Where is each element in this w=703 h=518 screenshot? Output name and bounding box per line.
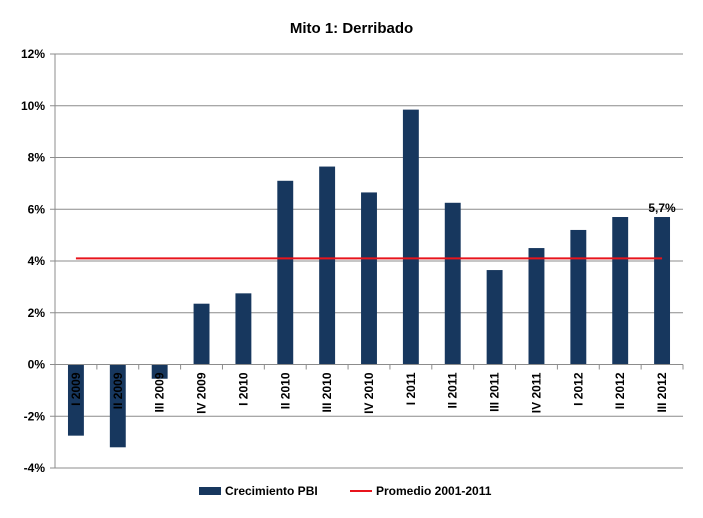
- y-tick-label: -4%: [24, 461, 46, 475]
- bar-iii-2010: [319, 166, 336, 365]
- y-tick-label: 2%: [28, 306, 46, 320]
- x-tick-label: II 2010: [278, 372, 292, 409]
- x-tick-label: II 2009: [111, 372, 125, 409]
- x-tick-label: III 2009: [153, 372, 167, 412]
- legend-item-line: Promedio 2001-2011: [350, 484, 491, 498]
- bar-iv-2011: [528, 248, 545, 365]
- chart-title: Mito 1: Derribado: [289, 20, 414, 37]
- bar-ii-2009: [109, 364, 126, 448]
- x-tick-label: I 2011: [404, 372, 418, 405]
- x-tick-label: III 2011: [488, 372, 502, 412]
- bar-i-2012: [570, 229, 587, 365]
- axes: [50, 53, 684, 469]
- legend-label-line: Promedio 2001-2011: [376, 484, 492, 498]
- data-label-annotation: 5,7%: [648, 201, 676, 215]
- x-tick-label: IV 2011: [529, 372, 543, 413]
- bar-ii-2010: [277, 180, 294, 365]
- bar-iii-2011: [486, 270, 503, 365]
- y-tick-label: 6%: [28, 202, 46, 216]
- tick-labels: -4% -2% 0% 2% 4% 6% 8% 10% 12% I 2009 II 2009 III 2…: [21, 47, 676, 475]
- legend-label-bar: Crecimiento PBI: [225, 484, 318, 498]
- y-tick-label: 8%: [28, 151, 46, 165]
- bar-iv-2010: [361, 192, 377, 365]
- x-tick-label: I 2010: [236, 372, 250, 406]
- bar-iii-2012: [654, 217, 671, 365]
- bar-i-2011: [402, 109, 419, 365]
- bar-i-2009: [67, 364, 84, 436]
- legend-line-swatch: [350, 490, 372, 492]
- x-tick-label: IV 2010: [362, 372, 376, 414]
- legend: Crecimiento PBI Promedio 2001-2011: [0, 484, 703, 504]
- y-tick-label: 0%: [28, 358, 46, 372]
- x-tick-label: I 2009: [69, 372, 83, 406]
- bar-series: [67, 109, 671, 448]
- y-tick-label: 4%: [28, 254, 46, 268]
- bar-i-2010: [235, 293, 252, 365]
- bar-ii-2012: [612, 217, 629, 365]
- legend-bar-swatch: [199, 487, 221, 495]
- bar-ii-2011: [444, 202, 461, 365]
- y-tick-label: 10%: [21, 99, 45, 113]
- bar-iv-2009: [193, 303, 210, 365]
- x-tick-label: III 2010: [320, 372, 334, 412]
- x-tick-label: II 2012: [613, 372, 627, 409]
- y-tick-label: 12%: [21, 47, 45, 61]
- x-tick-label: III 2012: [655, 372, 669, 412]
- x-tick-label: I 2012: [571, 372, 585, 406]
- y-tick-label: -2%: [24, 409, 46, 423]
- x-tick-label: II 2011: [446, 372, 460, 408]
- legend-item-bar: Crecimiento PBI: [199, 484, 318, 498]
- bar-iii-2009: [151, 364, 168, 379]
- x-tick-label: IV 2009: [195, 372, 209, 414]
